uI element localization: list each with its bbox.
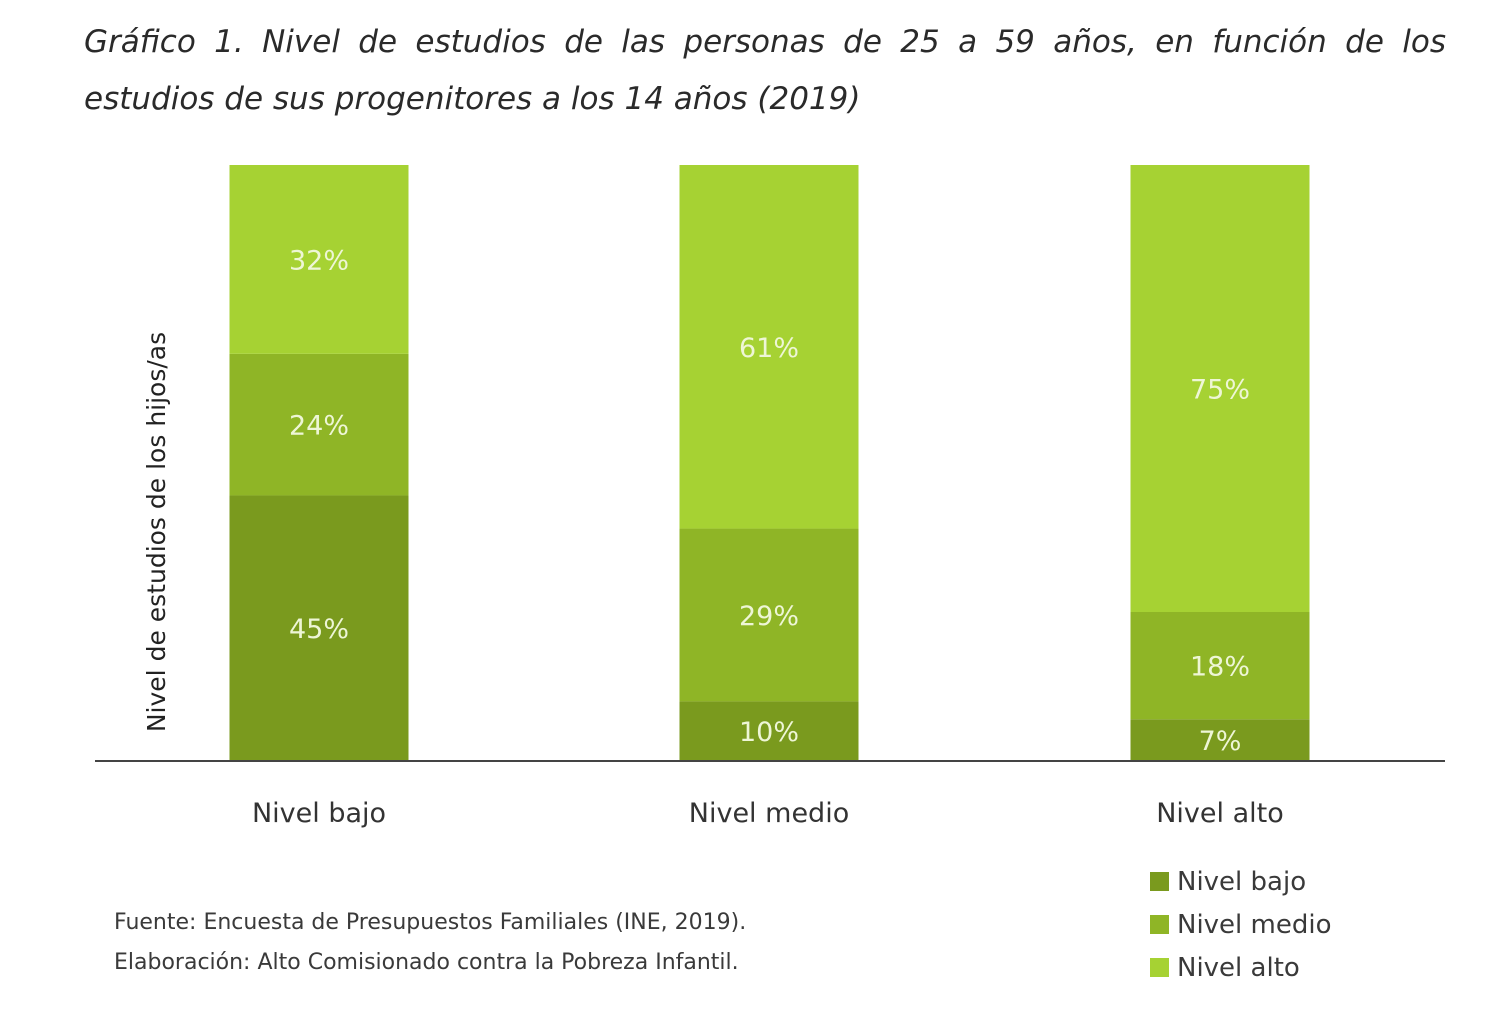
- chart-title: Gráfico 1. Nivel de estudios de las pers…: [84, 24, 1446, 117]
- legend-swatch-alto: [1150, 958, 1169, 977]
- legend-swatch-bajo: [1150, 872, 1169, 891]
- data-label-nivel-bajo-nivel-alto: 32%: [289, 245, 349, 276]
- bar-segment-nivel-bajo-nivel-alto: [229, 165, 409, 354]
- bar-segment-nivel-medio-nivel-alto: [679, 165, 859, 529]
- data-label-nivel-alto-nivel-medio: 18%: [1190, 652, 1250, 683]
- bar-segment-nivel-medio-nivel-medio: [679, 528, 859, 702]
- bar-segment-nivel-medio-nivel-bajo: [679, 701, 859, 761]
- bar-segment-nivel-bajo-nivel-medio: [229, 353, 409, 496]
- source-line-1: Fuente: Encuesta de Presupuestos Familia…: [114, 910, 747, 935]
- x-tick-label-nivel-bajo: Nivel bajo: [252, 798, 386, 829]
- data-label-nivel-alto-nivel-bajo: 7%: [1199, 726, 1242, 757]
- x-tick-labels-group: Nivel bajo Nivel medio Nivel alto: [252, 798, 1284, 829]
- bar-segment-nivel-alto-nivel-bajo: [1130, 719, 1310, 761]
- legend-label-bajo: Nivel bajo: [1177, 866, 1307, 897]
- legend-item-bajo: Nivel bajo: [1150, 860, 1332, 903]
- stacked-bar-chart: 45%24%32%10%29%61%7%18%75% Nivel bajo Niv…: [95, 165, 1445, 829]
- legend-label-alto: Nivel alto: [1177, 952, 1300, 983]
- source-note: Fuente: Encuesta de Presupuestos Familia…: [114, 903, 746, 983]
- x-tick-label-nivel-alto: Nivel alto: [1156, 798, 1284, 829]
- legend-item-medio: Nivel medio: [1150, 903, 1332, 946]
- y-axis-label: Nivel de estudios de los hijos/as: [142, 332, 171, 732]
- legend-label-medio: Nivel medio: [1177, 909, 1332, 940]
- bars-group: [229, 165, 1310, 761]
- data-label-nivel-alto-nivel-alto: 75%: [1190, 375, 1250, 406]
- data-label-nivel-medio-nivel-medio: 29%: [739, 601, 799, 632]
- legend-item-alto: Nivel alto: [1150, 946, 1332, 989]
- data-label-nivel-medio-nivel-alto: 61%: [739, 333, 799, 364]
- data-label-nivel-medio-nivel-bajo: 10%: [739, 717, 799, 748]
- data-label-nivel-bajo-nivel-medio: 24%: [289, 411, 349, 442]
- legend: Nivel bajo Nivel medio Nivel alto: [1150, 860, 1332, 989]
- data-labels-group: 45% 24% 32% 10% 29% 61% 7% 18% 75%: [289, 245, 1250, 757]
- source-line-2: Elaboración: Alto Comisionado contra la …: [114, 950, 739, 975]
- data-label-nivel-bajo-nivel-bajo: 45%: [289, 614, 349, 645]
- legend-swatch-medio: [1150, 915, 1169, 934]
- bar-segment-nivel-alto-nivel-alto: [1130, 165, 1310, 612]
- bar-segment-nivel-alto-nivel-medio: [1130, 612, 1310, 720]
- x-tick-label-nivel-medio: Nivel medio: [689, 798, 849, 829]
- bar-segment-nivel-bajo-nivel-bajo: [229, 495, 409, 761]
